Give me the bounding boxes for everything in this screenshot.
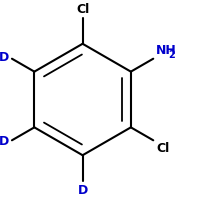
Text: Cl: Cl — [76, 3, 89, 16]
Text: D: D — [0, 51, 9, 64]
Text: D: D — [0, 135, 9, 148]
Text: Cl: Cl — [155, 142, 168, 155]
Text: D: D — [77, 184, 87, 197]
Text: 2: 2 — [168, 50, 174, 60]
Text: NH: NH — [155, 44, 176, 57]
